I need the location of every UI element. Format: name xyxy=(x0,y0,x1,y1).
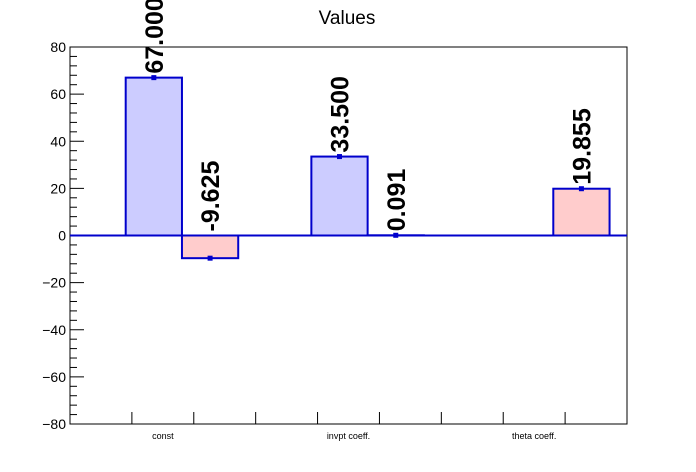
x-category-label: theta coeff. xyxy=(512,431,556,441)
bar-value-label: 19.855 xyxy=(568,108,596,185)
y-tick-label: 80 xyxy=(50,39,66,55)
bar-series xyxy=(124,75,611,261)
bar xyxy=(180,234,240,260)
bar-marker xyxy=(151,75,157,81)
y-tick-label: 20 xyxy=(50,180,66,196)
y-tick-label: −40 xyxy=(42,322,66,338)
bar-value-label: 67.000 xyxy=(141,0,169,74)
y-tick-label: −80 xyxy=(42,416,66,432)
bar xyxy=(310,155,369,237)
bar-value-label: 0.091 xyxy=(383,169,411,232)
bar-marker xyxy=(207,255,213,261)
bar xyxy=(552,187,611,237)
bar-marker xyxy=(336,154,342,160)
y-tick-label: 60 xyxy=(50,86,66,102)
y-tick-label: −60 xyxy=(42,369,66,385)
x-category-label: invpt coeff. xyxy=(327,431,370,441)
bar-marker xyxy=(578,186,584,192)
y-tick-label: −20 xyxy=(42,275,66,291)
value-labels: 67.000 -9.625 33.500 0.091 19.855 xyxy=(141,0,597,232)
y-tick-label: 0 xyxy=(58,228,66,244)
x-category-label: const xyxy=(152,431,174,441)
bar-value-label: 33.500 xyxy=(326,76,354,152)
bar xyxy=(124,76,183,237)
y-tick-label: 40 xyxy=(50,133,66,149)
chart-title: Values xyxy=(319,8,376,29)
x-axis: const invpt coeff. theta coeff. xyxy=(131,412,566,441)
bar-value-label: -9.625 xyxy=(197,161,225,232)
